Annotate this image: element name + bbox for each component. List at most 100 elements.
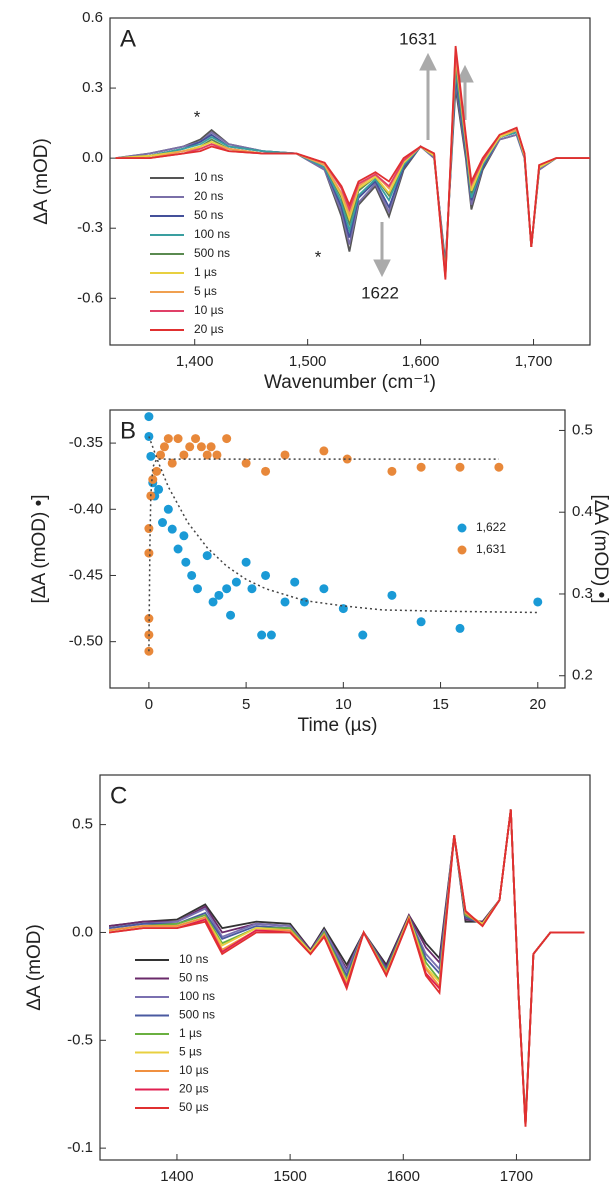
plot-frame [109,17,591,346]
scatter-point [342,454,352,464]
scatter-point [261,466,271,476]
y-tick-label: -0.5 [67,1031,93,1048]
scatter-point [158,518,167,528]
scatter-point [455,623,465,633]
x-tick-label: 15 [432,696,449,713]
scatter-point [144,614,154,623]
panel-label: A [120,25,136,52]
scatter-point [299,597,309,607]
scatter-point [144,548,154,558]
legend-label: 10 µs [194,303,224,317]
scatter-point [173,434,183,444]
y-tick-label: -0.50 [69,633,103,650]
scatter-point [159,442,169,452]
legend-label: 100 ns [194,227,230,241]
annotation: * [194,107,201,126]
scatter-point [226,610,236,620]
y2-tick-label: 0.2 [572,667,593,684]
scatter-point [455,462,465,472]
legend-label: 500 ns [179,1008,215,1022]
y-tick-label: 0.6 [82,9,103,26]
scatter-point [144,524,154,534]
scatter-point [144,431,154,441]
scatter-point [319,584,329,594]
scatter-point [185,442,195,452]
scatter-point [280,450,290,460]
legend-label: 50 ns [194,208,223,222]
scatter-point [167,524,177,534]
series-line [115,76,590,268]
scatter-point [280,597,290,607]
plot-frame [99,774,591,1161]
series-line [115,50,590,278]
scatter-point [222,584,232,594]
legend-label: 20 µs [179,1082,209,1096]
scatter-point [494,462,504,472]
series-line [148,436,538,614]
scatter-point [154,484,164,494]
x-tick-label: 1600 [387,1168,420,1185]
y-axis-label: [ΔA (mOD) •] [29,494,50,603]
y-tick-label: -0.1 [67,1139,93,1156]
series-line [115,55,590,278]
annotation: * [315,247,322,266]
legend-label: 10 ns [194,170,223,184]
scatter-point [231,577,241,587]
x-tick-label: 1400 [160,1168,193,1185]
legend-label: 1,631 [476,542,506,556]
y2-axis-label: [ΔA (mOD) •] [590,494,611,603]
scatter-point [191,434,201,444]
scatter-point [416,462,426,472]
y-tick-label: -0.35 [69,434,103,451]
scatter-point [222,434,232,444]
series-line [148,458,499,652]
y2-tick-label: 0.3 [572,585,593,602]
scatter-point [179,531,189,541]
legend-label: 1 µs [179,1026,202,1040]
scatter-point [387,466,397,476]
legend-label: 1 µs [194,265,217,279]
scatter-point [156,450,166,460]
scatter-point [163,504,173,514]
legend-swatch [457,523,467,533]
x-tick-label: 1,600 [402,353,440,370]
legend-label: 50 ns [179,971,208,985]
legend-label: 10 ns [179,952,208,966]
y2-tick-label: 0.4 [572,503,593,520]
scatter-point [148,475,158,484]
scatter-point [241,557,251,567]
scatter-point [214,590,224,600]
scatter-point [167,458,177,468]
scatter-point [144,412,154,422]
scatter-point [187,570,197,580]
series-line [115,45,590,280]
scatter-point [173,544,183,554]
y-axis-label: ΔA (mOD) [24,924,45,1011]
scatter-point [193,584,202,594]
scatter-point [290,577,300,587]
x-tick-label: 0 [145,696,153,713]
series-line [108,809,585,1127]
y-tick-label: -0.6 [77,289,103,306]
series-line [115,69,590,271]
y2-tick-label: 0.5 [572,421,593,438]
scatter-point [196,442,206,452]
y-tick-label: 0.0 [82,149,103,166]
scatter-point [533,597,543,607]
y-tick-label: 0.3 [82,79,103,96]
y-tick-label: -0.3 [77,219,103,236]
x-tick-label: 1700 [500,1168,533,1185]
scatter-point [319,446,329,456]
scatter-point [146,451,156,461]
x-axis-label: Wavenumber (cm⁻¹) [264,372,436,393]
y-tick-label: 0.5 [72,816,93,833]
series-line [115,57,590,275]
scatter-point [416,617,426,627]
panel-label: B [120,417,136,444]
plot-frame [109,409,566,689]
x-axis-label: Wavenumber (cm⁻¹) [259,1187,431,1189]
scatter-point [208,597,218,607]
legend-label: 20 µs [194,322,224,336]
legend-label: 20 ns [194,189,223,203]
